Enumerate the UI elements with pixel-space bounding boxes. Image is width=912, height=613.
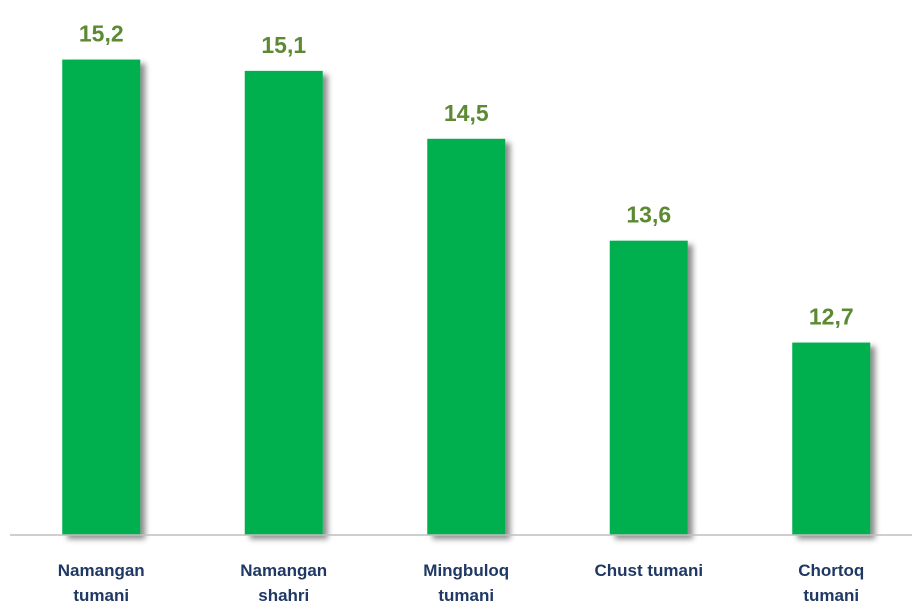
bar: [427, 138, 506, 536]
value-label: 15,2: [79, 21, 124, 47]
x-tick-label: Namangan shahri: [240, 561, 328, 605]
bar: [244, 70, 323, 535]
value-label: 13,6: [626, 202, 671, 228]
x-tick-label: Chortoq tumani: [798, 561, 865, 605]
x-tick-label: Chust tumani: [594, 561, 704, 580]
bar: [792, 342, 871, 535]
value-label: 12,7: [809, 304, 854, 330]
value-label: 15,1: [261, 32, 306, 58]
bar: [609, 240, 688, 535]
value-label: 14,5: [444, 100, 489, 126]
bar: [62, 59, 141, 536]
x-tick-label: Mingbuloq tumani: [423, 561, 510, 605]
x-tick-label: Namangan tumani: [57, 561, 145, 605]
